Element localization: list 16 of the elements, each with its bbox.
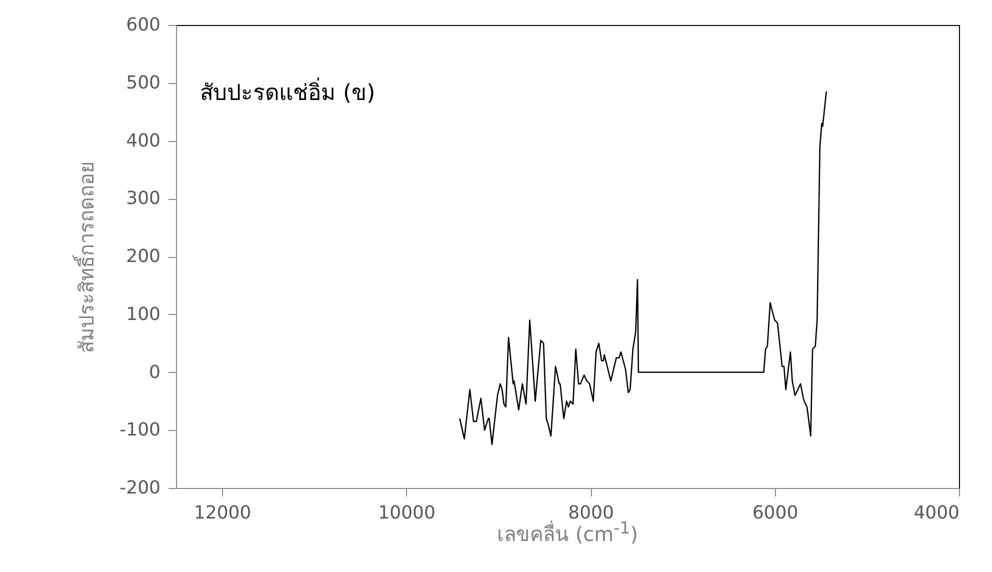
line-series: [459, 90, 827, 446]
x-tick-label: 4000: [914, 502, 960, 524]
y-tick-label: 600: [126, 14, 160, 36]
y-tick-label: -200: [120, 478, 160, 498]
y-tick-label: 100: [126, 304, 160, 325]
x-tick-label: 12000: [194, 502, 252, 524]
y-tick-label: 200: [126, 246, 160, 267]
x-tick-label: 10000: [378, 502, 436, 524]
x-tick-label: 6000: [752, 502, 798, 524]
y-tick-label: 500: [126, 72, 160, 94]
y-axis-title: สัมประสิทธิ์การถดถอย: [72, 161, 99, 353]
annotation: สับปะรดแช่อิ่ม (ข): [200, 77, 376, 106]
y-tick-label: 400: [126, 130, 160, 152]
y-tick-label: -100: [120, 420, 160, 441]
y-tick-label: 300: [126, 188, 160, 210]
y-tick-label: 0: [149, 362, 160, 383]
